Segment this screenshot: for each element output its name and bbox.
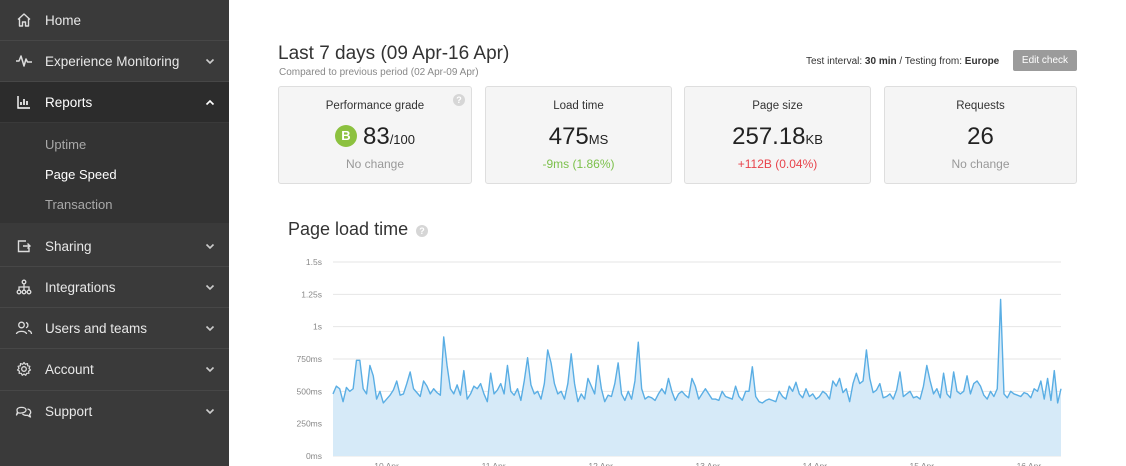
chart-title: Page load time xyxy=(288,219,409,239)
help-icon[interactable]: ? xyxy=(453,94,465,106)
chat-icon xyxy=(15,402,33,420)
x-tick-label: 12 Apr xyxy=(588,461,613,466)
card-change: No change xyxy=(345,157,405,171)
gear-icon xyxy=(15,360,33,378)
card-change: +112B (0.04%) xyxy=(737,157,818,171)
sidebar-subitem-transaction[interactable]: Transaction xyxy=(45,197,113,212)
x-tick-label: 11 Apr xyxy=(482,461,506,466)
card-label: Requests xyxy=(956,100,1005,112)
card-value: B 83/100 xyxy=(279,123,471,151)
requests-card: Requests 26 No change xyxy=(884,86,1077,184)
interval-value: 30 min xyxy=(864,56,897,67)
y-tick-label: 1.5s xyxy=(306,257,322,267)
chevron-down-icon xyxy=(205,56,215,66)
from-prefix: / Testing from: xyxy=(896,56,965,67)
sidebar-item-label: Account xyxy=(45,361,94,377)
sidebar-item-home[interactable]: Home xyxy=(0,0,229,40)
x-tick-label: 10 Apr xyxy=(374,461,399,466)
card-label: Performance grade xyxy=(325,100,425,112)
x-tick-label: 13 Apr xyxy=(695,461,720,466)
chevron-down-icon xyxy=(205,282,215,292)
y-tick-label: 500ms xyxy=(296,386,322,396)
pulse-icon xyxy=(15,52,33,70)
card-label: Page size xyxy=(752,100,803,112)
share-icon xyxy=(15,237,33,255)
grade-value: 83 xyxy=(362,123,390,150)
sidebar-item-label: Integrations xyxy=(45,279,116,295)
sidebar-item-reports[interactable]: Reports xyxy=(0,82,229,122)
chevron-up-icon xyxy=(205,97,215,107)
grade-badge: B xyxy=(334,125,357,147)
divider xyxy=(0,81,229,82)
card-label: Load time xyxy=(553,100,604,112)
help-icon[interactable]: ? xyxy=(416,225,428,237)
load-unit: MS xyxy=(588,132,609,147)
sidebar: Home Experience Monitoring Reports Uptim… xyxy=(0,0,229,466)
divider xyxy=(0,40,229,41)
from-value: Europe xyxy=(964,56,1000,67)
card-value: 475MS xyxy=(486,123,671,151)
y-tick-label: 750ms xyxy=(296,354,322,364)
sidebar-item-integrations[interactable]: Integrations xyxy=(0,267,229,307)
chevron-down-icon xyxy=(205,364,215,374)
sidebar-item-label: Users and teams xyxy=(45,320,148,336)
size-value: 257.18 xyxy=(732,123,806,150)
page-title: Last 7 days (09 Apr-16 Apr) xyxy=(278,43,510,64)
chevron-down-icon xyxy=(205,323,215,333)
y-tick-label: 250ms xyxy=(296,419,322,429)
requests-value: 26 xyxy=(967,123,994,150)
sidebar-item-account[interactable]: Account xyxy=(0,349,229,389)
edit-check-button[interactable]: Edit check xyxy=(1013,50,1077,71)
sidebar-item-label: Sharing xyxy=(45,238,92,254)
bar-chart-icon xyxy=(15,93,33,111)
sidebar-subitem-page-speed[interactable]: Page Speed xyxy=(45,167,117,182)
sidebar-item-label: Reports xyxy=(45,94,93,110)
interval-prefix: Test interval: xyxy=(806,56,865,67)
sidebar-item-label: Home xyxy=(45,12,82,28)
divider xyxy=(0,307,229,308)
sidebar-item-users-and-teams[interactable]: Users and teams xyxy=(0,308,229,348)
integrations-icon xyxy=(15,278,33,296)
series-line xyxy=(332,298,1062,404)
y-tick-label: 1s xyxy=(313,322,322,332)
test-info: Test interval: 30 min / Testing from: Eu… xyxy=(806,56,999,67)
area-fill xyxy=(333,299,1061,456)
divider xyxy=(0,390,229,391)
card-change: No change xyxy=(951,157,1010,171)
sidebar-item-support[interactable]: Support xyxy=(0,391,229,431)
users-icon xyxy=(15,319,33,337)
sidebar-item-label: Support xyxy=(45,403,93,419)
x-tick-label: 14 Apr xyxy=(802,461,827,466)
sidebar-item-label: Experience Monitoring xyxy=(45,53,180,69)
page-size-card: Page size 257.18KB +112B (0.04%) xyxy=(684,86,871,184)
reports-submenu: Uptime Page Speed Transaction xyxy=(0,123,229,223)
page-subtitle: Compared to previous period (02 Apr-09 A… xyxy=(279,67,479,78)
y-tick-label: 0ms xyxy=(306,451,322,461)
x-tick-label: 15 Apr xyxy=(910,461,935,466)
load-time-card: Load time 475MS -9ms (1.86%) xyxy=(485,86,672,184)
grade-unit: /100 xyxy=(389,132,415,147)
y-tick-label: 1.25s xyxy=(301,289,322,299)
x-tick-label: 16 Apr xyxy=(1017,461,1042,466)
divider xyxy=(0,348,229,349)
page-load-time-chart: 0ms 250ms 500ms 750ms 1s 1.25s 1.5s 10 Apr 11 Ap… xyxy=(296,257,1062,466)
home-icon xyxy=(15,11,33,29)
performance-grade-card: Performance grade ? B 83/100 No change xyxy=(278,86,472,184)
chevron-down-icon xyxy=(205,406,215,416)
sidebar-subitem-uptime[interactable]: Uptime xyxy=(45,137,87,152)
sidebar-item-experience-monitoring[interactable]: Experience Monitoring xyxy=(0,41,229,81)
card-value: 26 xyxy=(885,123,1076,151)
card-change: -9ms (1.86%) xyxy=(542,157,615,171)
size-unit: KB xyxy=(805,132,823,147)
chevron-down-icon xyxy=(205,241,215,251)
sidebar-item-sharing[interactable]: Sharing xyxy=(0,226,229,266)
card-value: 257.18KB xyxy=(685,123,870,151)
divider xyxy=(0,266,229,267)
load-value: 475 xyxy=(548,123,589,150)
